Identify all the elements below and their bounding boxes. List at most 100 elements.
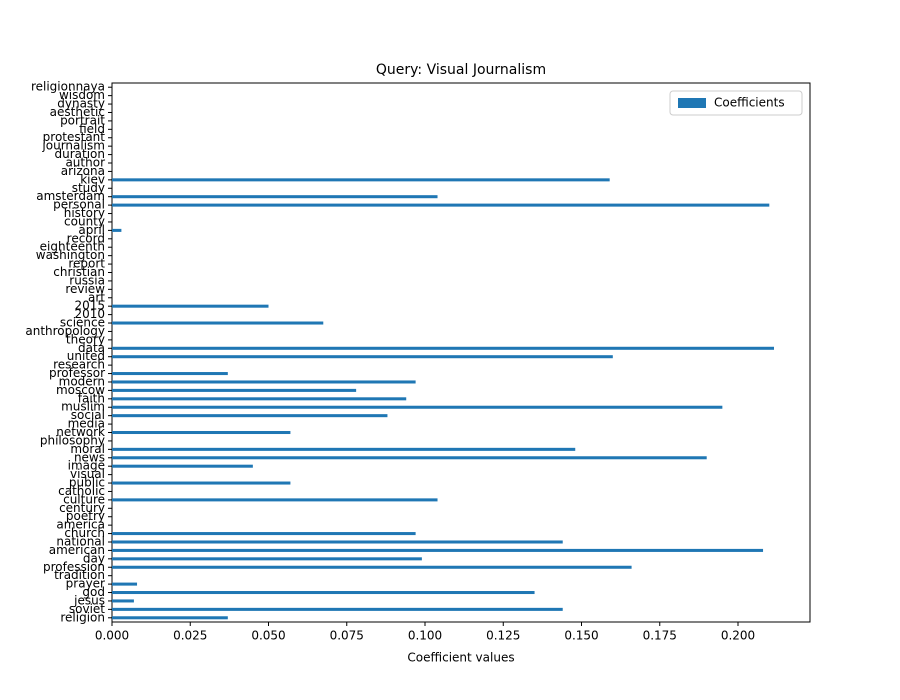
- bar: [112, 203, 770, 207]
- y-tick-label: faith: [78, 391, 105, 405]
- bar: [112, 355, 613, 359]
- y-tick-label: modern: [59, 374, 105, 388]
- bar: [112, 414, 388, 418]
- bar: [112, 195, 438, 199]
- legend-swatch: [678, 98, 706, 108]
- y-tick-label: eighteenth: [40, 240, 105, 254]
- x-tick-label: 0.100: [408, 629, 442, 643]
- y-tick-label: amsterdam: [36, 189, 105, 203]
- y-tick-label: image: [68, 459, 105, 473]
- y-tick-label: author: [65, 156, 105, 170]
- bar: [112, 405, 723, 409]
- y-tick-label: portrait: [60, 113, 105, 127]
- y-tick-label: public: [69, 476, 105, 490]
- y-tick-label: century: [59, 501, 105, 515]
- x-tick-label: 0.000: [95, 629, 129, 643]
- y-tick-label: russia: [69, 273, 105, 287]
- y-tick-label: prayer: [66, 577, 105, 591]
- y-tick-label: catholic: [58, 484, 105, 498]
- y-tick-label: professor: [49, 366, 105, 380]
- bar: [112, 464, 253, 468]
- x-axis-label: Coefficient values: [407, 651, 514, 665]
- y-tick-label: profession: [43, 560, 105, 574]
- y-tick-label: day: [83, 551, 105, 565]
- y-tick-label: 2015: [74, 299, 105, 313]
- bar: [112, 397, 407, 401]
- y-tick-label: religion: [60, 610, 105, 624]
- y-tick-label: history: [64, 206, 105, 220]
- bar: [112, 321, 324, 325]
- bar: [112, 372, 228, 376]
- y-tick-label: culture: [63, 492, 105, 506]
- x-tick-label: 0.025: [173, 629, 207, 643]
- y-tick-label: county: [64, 214, 105, 228]
- x-tick-label: 0.175: [643, 629, 677, 643]
- y-tick-label: network: [56, 425, 105, 439]
- y-tick-label: church: [64, 526, 105, 540]
- y-tick-label: art: [88, 290, 105, 304]
- y-tick-label: review: [65, 282, 105, 296]
- y-tick-label: research: [53, 358, 105, 372]
- y-tick-label: washington: [36, 248, 105, 262]
- y-tick-label: record: [67, 231, 105, 245]
- bar: [112, 540, 563, 544]
- y-tick-label: protestant: [43, 130, 106, 144]
- y-tick-label: duration: [55, 147, 106, 161]
- chart-title: Query: Visual Journalism: [376, 62, 546, 78]
- y-tick-label: god: [82, 585, 105, 599]
- y-tick-label: national: [56, 534, 105, 548]
- x-tick-label: 0.050: [251, 629, 285, 643]
- x-tick-label: 0.075: [330, 629, 364, 643]
- bar: [112, 599, 134, 603]
- bar: [112, 557, 422, 561]
- bar: [112, 430, 291, 435]
- y-tick-label: report: [68, 257, 105, 271]
- bar: [112, 346, 775, 350]
- y-tick-label: field: [79, 122, 105, 136]
- x-tick-label: 0.200: [721, 629, 755, 643]
- bar: [112, 228, 122, 232]
- y-tick-label: dynasty: [57, 97, 105, 111]
- y-tick-label: science: [60, 316, 105, 330]
- y-tick-label: aesthetic: [50, 105, 105, 119]
- y-tick-label: united: [67, 349, 105, 363]
- y-tick-label: social: [71, 408, 105, 422]
- bar: [112, 582, 138, 586]
- y-tick-label: visual: [70, 467, 105, 481]
- bar: [112, 380, 416, 384]
- plot-frame: [111, 82, 811, 623]
- x-tick-label: 0.125: [486, 629, 520, 643]
- bar: [112, 178, 610, 182]
- bar: [112, 304, 269, 308]
- x-tick-label: 0.150: [564, 629, 598, 643]
- y-tick-label: religionnaya: [31, 80, 105, 94]
- y-tick-label: philosophy: [40, 433, 105, 447]
- bar: [112, 532, 416, 536]
- bar: [112, 388, 357, 392]
- y-tick-label: april: [78, 223, 105, 237]
- y-tick-label: study: [72, 181, 105, 195]
- y-tick-label: moral: [70, 442, 105, 456]
- y-tick-label: 2010: [74, 307, 105, 321]
- bar: [112, 616, 228, 620]
- bar: [112, 591, 535, 595]
- y-tick-label: kiev: [80, 172, 105, 186]
- bar: [112, 481, 291, 485]
- y-tick-label: journalism: [41, 139, 105, 153]
- y-tick-label: poetry: [66, 509, 105, 523]
- y-tick-label: america: [56, 518, 105, 532]
- y-tick-label: christian: [53, 265, 105, 279]
- y-tick-label: media: [68, 417, 105, 431]
- legend-box: [669, 90, 803, 116]
- y-tick-label: arizona: [61, 164, 105, 178]
- y-tick-label: personal: [53, 198, 105, 212]
- y-tick-label: anthropology: [25, 324, 105, 338]
- y-tick-label: jesus: [73, 593, 105, 607]
- y-tick-label: data: [78, 341, 105, 355]
- legend-label: Coefficients: [714, 96, 785, 110]
- bar: [112, 498, 438, 502]
- bar: [112, 565, 632, 569]
- y-tick-label: muslim: [61, 400, 105, 414]
- y-tick-label: news: [74, 450, 105, 464]
